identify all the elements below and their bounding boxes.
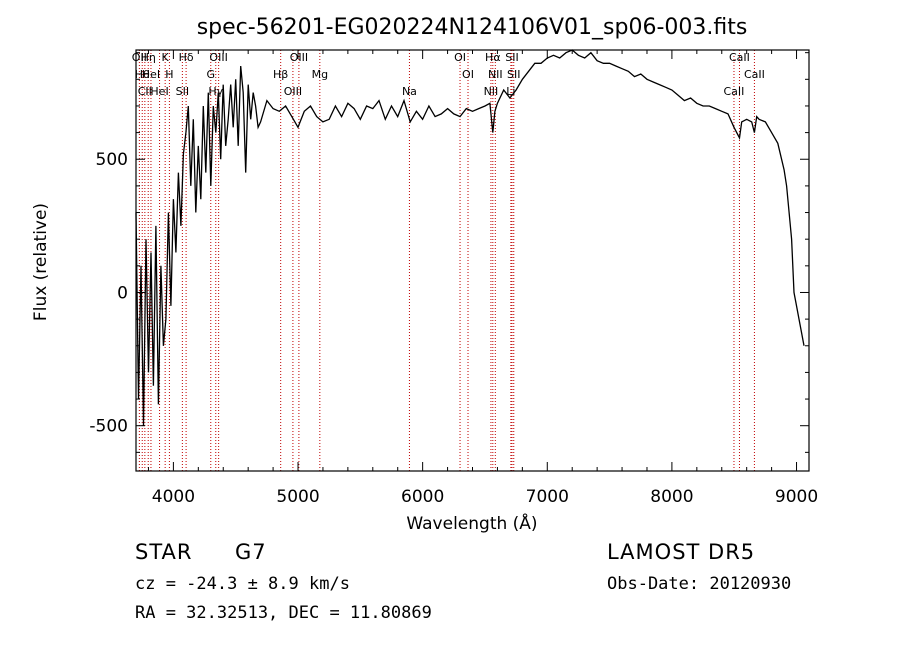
- line-label-14: OIII: [284, 85, 302, 98]
- x-tick-label-3: 7000: [526, 487, 569, 507]
- line-label-8: SII: [176, 85, 189, 98]
- line-label-26: CaII: [724, 85, 745, 98]
- line-label-6: K: [162, 51, 170, 64]
- object-subclass: G7: [235, 540, 267, 564]
- line-label-21: Hα: [485, 51, 501, 64]
- line-label-19: OI: [462, 68, 474, 81]
- line-label-22: NII: [488, 68, 503, 81]
- line-label-9: Hδ: [179, 51, 194, 64]
- spectral-line-markers: [138, 50, 755, 471]
- line-label-18: OI: [454, 51, 466, 64]
- line-label-23: Li: [506, 85, 515, 98]
- line-label-16: Mg: [312, 68, 328, 81]
- survey-name: LAMOST DR5: [607, 540, 756, 564]
- coordinates-text: RA = 32.32513, DEC = 11.80869: [135, 603, 432, 623]
- spectrum-line: [135, 49, 805, 426]
- x-tick-label-5: 9000: [775, 487, 818, 507]
- line-label-27: CaII: [729, 51, 750, 64]
- line-label-12: OIII: [209, 51, 227, 64]
- line-label-1: Hθ: [135, 68, 150, 81]
- x-tick-label-2: 6000: [401, 487, 444, 507]
- line-label-20: NII: [484, 85, 499, 98]
- y-tick-label-2: 500: [96, 150, 128, 170]
- line-label-17: Na: [402, 85, 417, 98]
- object-class: STAR: [135, 540, 193, 564]
- x-tick-label-0: 4000: [152, 487, 195, 507]
- y-axis: -500 0 500: [89, 52, 809, 453]
- line-label-11: Hγ: [208, 85, 223, 98]
- line-label-13: Hβ: [273, 68, 288, 81]
- line-label-28: CaII: [744, 68, 765, 81]
- line-label-24: SII: [505, 51, 518, 64]
- x-axis-label: Wavelength (Å): [406, 512, 537, 534]
- line-label-4: HeI: [142, 68, 160, 81]
- chart-title: spec-56201-EG020224N124106V01_sp06-003.f…: [197, 15, 748, 40]
- x-tick-label-4: 8000: [650, 487, 693, 507]
- redshift-text: cz = -24.3 ± 8.9 km/s: [135, 574, 350, 594]
- line-label-25: SII: [507, 68, 520, 81]
- line-label-15: OIII: [290, 51, 308, 64]
- obs-date-text: Obs-Date: 20120930: [607, 574, 792, 594]
- spectral-line-labels: OIIHθCIIHηHeIHeIKHSIIHδGHγOIIIHβOIIIOIII…: [132, 51, 765, 98]
- x-tick-label-1: 5000: [276, 487, 319, 507]
- y-axis-label: Flux (relative): [31, 203, 51, 321]
- y-tick-label-1: 0: [117, 283, 128, 303]
- line-label-5: HeI: [150, 85, 168, 98]
- line-label-7: H: [165, 68, 173, 81]
- line-label-3: Hη: [141, 51, 156, 64]
- line-label-2: CII: [138, 85, 152, 98]
- line-label-10: G: [207, 68, 216, 81]
- x-axis: 4000 5000 6000 7000 8000 9000: [147, 50, 818, 507]
- y-tick-label-0: -500: [89, 417, 128, 437]
